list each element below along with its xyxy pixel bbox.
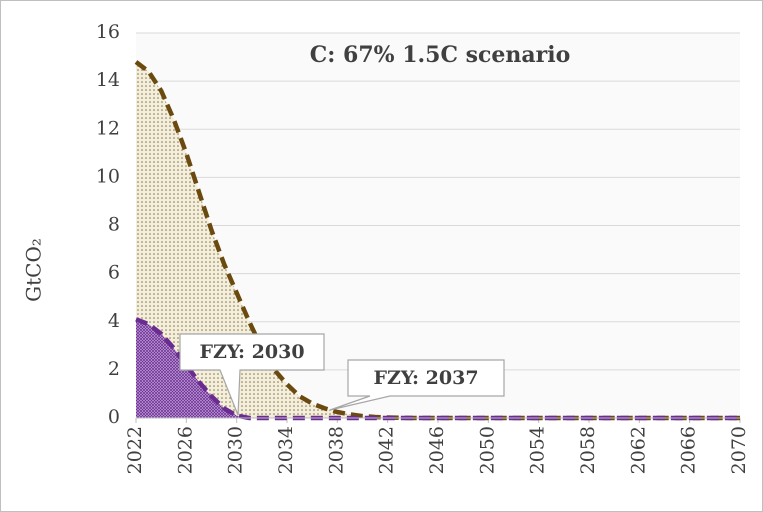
y-tick-label: 10 [96, 165, 120, 187]
y-tick-label: 2 [108, 358, 120, 380]
y-axis-title: GtCO₂ [22, 238, 46, 302]
x-tick-label: 2034 [275, 426, 297, 474]
x-tick-label: 2046 [426, 426, 448, 474]
x-tick-label: 2062 [627, 426, 649, 474]
x-tick-label: 2042 [376, 426, 398, 474]
y-tick-label: 0 [108, 406, 120, 428]
y-tick-label: 12 [96, 117, 120, 139]
x-tick-label: 2058 [577, 426, 599, 474]
area [136, 319, 740, 418]
chart-title: C: 67% 1.5C scenario [310, 42, 571, 68]
x-tick-label: 2066 [678, 426, 700, 474]
callout: FZY: 2030 [179, 333, 325, 416]
x-tick-label: 2054 [527, 426, 549, 474]
y-tick-label: 4 [108, 310, 120, 332]
x-tick-label: 2022 [124, 426, 146, 474]
y-tick-label: 6 [108, 262, 120, 284]
x-tick-label: 2050 [476, 426, 498, 474]
callout-label: FZY: 2030 [199, 341, 304, 363]
x-tick-label: 2038 [325, 426, 347, 474]
x-tick-label: 2026 [174, 426, 196, 474]
callout-label: FZY: 2037 [373, 367, 478, 389]
x-tick-label: 2070 [728, 426, 750, 474]
callout-box [329, 359, 505, 411]
y-tick-label: 8 [108, 214, 120, 236]
callout: FZY: 2037 [329, 359, 505, 411]
y-tick-label: 14 [96, 69, 120, 91]
y-tick-label: 16 [96, 21, 120, 43]
x-tick-label: 2030 [225, 426, 247, 474]
callout-box [179, 333, 325, 416]
